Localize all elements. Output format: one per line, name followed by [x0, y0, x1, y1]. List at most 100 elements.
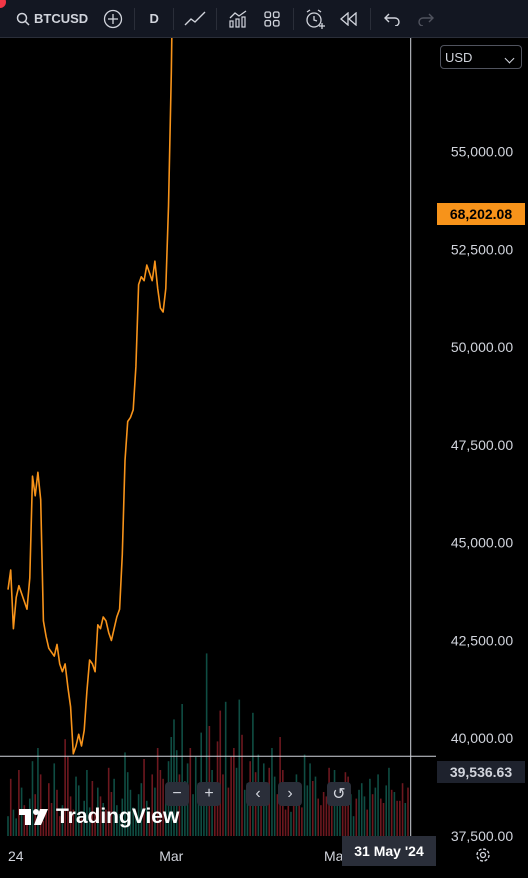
volume-bar: [80, 818, 83, 836]
layouts-icon: [264, 10, 280, 27]
volume-bar: [301, 807, 303, 836]
volume-bar: [37, 748, 39, 836]
scroll-right-button[interactable]: ›: [278, 782, 302, 806]
scroll-left-button[interactable]: ‹: [246, 782, 270, 806]
volume-bar: [360, 783, 363, 836]
volume-bar: [96, 787, 99, 836]
currency-select[interactable]: USD: [440, 45, 522, 69]
volume-bar: [385, 785, 388, 836]
price-tick-label: 37,500.00: [451, 828, 513, 844]
volume-bar: [233, 748, 235, 836]
volume-bar: [252, 712, 254, 836]
volume-bar: [325, 796, 328, 836]
tradingview-logo-icon: [19, 809, 48, 825]
chart-navigation: − + ‹ › ↺: [165, 782, 359, 806]
volume-bar: [241, 734, 243, 836]
toolbar-divider: [134, 7, 136, 30]
volume-bar: [129, 789, 132, 836]
volume-bar: [7, 816, 9, 836]
alert-button[interactable]: [298, 0, 332, 38]
undo-button[interactable]: [375, 0, 409, 38]
nav-gap: [229, 782, 246, 806]
volume-bar: [331, 800, 333, 836]
volume-bar: [197, 783, 200, 836]
price-tick-label: 52,500.00: [451, 241, 513, 257]
replay-button[interactable]: [332, 0, 366, 38]
redo-icon: [418, 13, 435, 26]
volume-bar: [145, 800, 148, 836]
volume-bar: [132, 807, 134, 836]
volume-bar: [227, 787, 230, 836]
volume-bar: [75, 776, 77, 836]
undo-icon: [384, 13, 400, 26]
volume-bar: [311, 781, 314, 836]
volume-bar: [192, 794, 194, 836]
volume-bar: [363, 796, 366, 836]
volume-bar: [224, 701, 227, 836]
volume-bar: [69, 796, 72, 836]
price-tick-label: 47,500.00: [451, 437, 513, 453]
zoom-in-button[interactable]: +: [197, 782, 221, 806]
add-symbol-icon: [104, 9, 123, 28]
interval-button[interactable]: D: [139, 0, 169, 38]
time-tick-label: 24: [8, 848, 24, 864]
volume-bar: [388, 767, 390, 836]
volume-bar: [45, 811, 47, 836]
volume-bar: [369, 778, 371, 836]
indicators-icon: [229, 9, 247, 28]
volume-bar: [31, 761, 34, 836]
volume-bar: [162, 778, 164, 836]
layouts-button[interactable]: [255, 0, 289, 38]
symbol-search-button[interactable]: BTCUSD: [0, 0, 96, 38]
volume-bar: [148, 811, 151, 836]
interval-label: D: [149, 11, 159, 26]
volume-bar: [91, 781, 94, 836]
volume-bar: [393, 792, 396, 836]
volume-bar: [140, 783, 143, 836]
price-chart[interactable]: 37,500.00 40,000.00 42,500.00 45,000.00 47,5…: [0, 38, 528, 878]
volume-bar: [396, 800, 398, 836]
volume-bar: [42, 820, 45, 836]
tradingview-logo[interactable]: TradingView: [18, 805, 179, 829]
volume-bar: [88, 807, 91, 836]
volume-bar: [350, 794, 352, 836]
volume-bar: [382, 803, 385, 836]
volume-bar: [9, 778, 12, 836]
volume-bar: [184, 781, 186, 836]
volume-bar: [94, 811, 96, 836]
volume-bar: [165, 798, 167, 836]
last-price-label: 68,202.08: [437, 203, 525, 225]
volume-bar: [126, 772, 129, 836]
volume-bar: [366, 809, 368, 836]
volume-bar: [86, 770, 88, 836]
volume-bar: [203, 787, 205, 836]
volume-bar: [23, 805, 26, 836]
volume-bar: [374, 787, 377, 836]
reset-chart-button[interactable]: ↺: [327, 782, 351, 806]
volume-bar: [379, 798, 382, 836]
volume-bar: [154, 787, 156, 836]
price-line-series: [7, 38, 173, 755]
toolbar-divider: [370, 7, 372, 30]
nav-gap: [310, 782, 327, 806]
volume-bar: [260, 787, 262, 836]
volume-bar: [173, 719, 175, 836]
volume-bar: [137, 794, 140, 836]
line-chart-icon: [184, 11, 206, 25]
redo-button[interactable]: [409, 0, 443, 38]
settings-gear-icon[interactable]: [474, 846, 492, 864]
volume-bar: [243, 789, 246, 836]
add-symbol-button[interactable]: [96, 0, 130, 38]
time-scale: 24 Mar May: [8, 848, 350, 864]
volume-bar: [306, 785, 309, 836]
indicators-button[interactable]: [221, 0, 255, 38]
volume-bar: [107, 767, 110, 836]
volume-bar: [352, 816, 355, 836]
volume-bar: [181, 704, 183, 836]
volume-bar: [235, 767, 238, 836]
zoom-out-button[interactable]: −: [165, 782, 189, 806]
chart-type-button[interactable]: [178, 0, 212, 38]
toolbar-divider: [173, 7, 175, 30]
volume-bar: [271, 748, 273, 836]
search-icon: [16, 12, 30, 26]
